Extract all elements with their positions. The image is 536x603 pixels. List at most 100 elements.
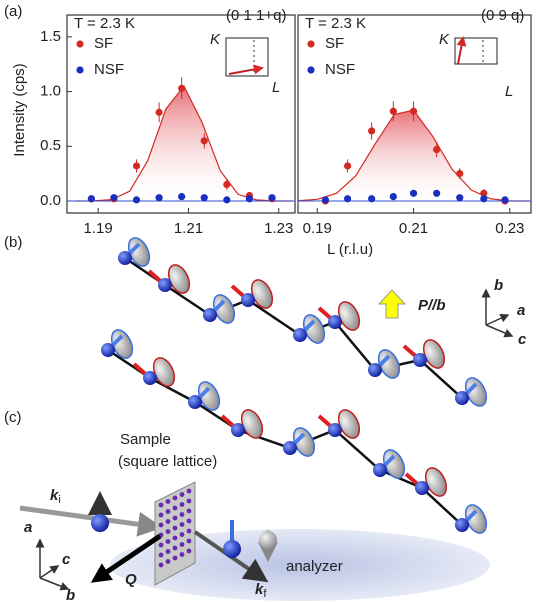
lattice-site (165, 559, 171, 564)
legend-marker (76, 66, 84, 74)
polarization-arrow (377, 289, 407, 319)
spin (91, 514, 109, 532)
point (321, 196, 330, 204)
axis-label: c (518, 331, 527, 348)
legend-label: NSF (325, 61, 355, 78)
atom (231, 423, 245, 437)
inset-label: (0 9 q) (481, 7, 524, 24)
lattice-site (179, 532, 185, 537)
axis-label: b (66, 587, 75, 603)
axes-b (481, 288, 514, 338)
lattice-site (172, 535, 178, 541)
point (368, 195, 376, 203)
point (409, 107, 418, 115)
atom (283, 441, 297, 455)
point (110, 194, 118, 202)
inset-axis: L (272, 79, 280, 96)
atom (328, 315, 342, 329)
legend-marker (307, 40, 315, 48)
point (456, 194, 464, 202)
atom (373, 463, 387, 477)
lattice-site (179, 502, 185, 507)
kf-sub: f (263, 588, 267, 600)
lattice-site (165, 519, 171, 524)
lattice-site (158, 522, 164, 528)
legend-marker (307, 66, 315, 74)
point (200, 194, 208, 202)
q-vector (90, 533, 162, 583)
axes-c (35, 538, 70, 591)
axis-label: a (24, 519, 32, 536)
lattice-site (165, 539, 171, 544)
lattice-site (158, 502, 164, 508)
lattice-site (179, 492, 185, 497)
inset-axis: L (505, 83, 513, 100)
lattice-site (179, 512, 185, 517)
ki-sub: i (58, 494, 60, 506)
lattice-site (165, 499, 171, 504)
ki: k (50, 487, 59, 504)
legend-label: SF (94, 35, 113, 52)
moment-cone (152, 357, 176, 387)
x-tick-label: 0.19 (303, 220, 332, 237)
legend-marker (76, 40, 84, 48)
y-tick-label: 0.5 (40, 137, 61, 154)
lattice-site (179, 542, 185, 547)
atom (241, 293, 255, 307)
lattice-site (172, 525, 178, 531)
point (480, 189, 488, 197)
ki-label: ki (50, 487, 61, 506)
moment-cone (250, 279, 274, 309)
lattice-site (186, 488, 192, 494)
inset-arrow (456, 36, 467, 65)
moment-cone (240, 409, 264, 439)
atom (368, 363, 382, 377)
plot-frame (297, 14, 532, 214)
kf: k (255, 581, 264, 598)
spin (223, 540, 241, 558)
point (132, 162, 141, 170)
point (87, 195, 95, 203)
lattice-site (172, 545, 178, 551)
moment-cone (337, 409, 361, 439)
fit-area (75, 86, 293, 201)
inset-arrow (228, 64, 264, 75)
spin (259, 531, 277, 549)
atom (455, 391, 469, 405)
sample-label: (square lattice) (118, 453, 217, 470)
panel-label: (c) (4, 409, 22, 426)
lattice-site (158, 542, 164, 548)
atom (415, 481, 429, 495)
axis-label: c (62, 551, 71, 568)
point (268, 194, 276, 202)
panel-a: 1.19 1.21 1.23 0.0 0.5 1.0 1.5 (a) Intensity (cp… (4, 3, 532, 258)
axis-label: b (494, 277, 503, 294)
annotation: T = 2.3 K (74, 15, 135, 32)
point (223, 196, 231, 204)
panel-b: (b) P//b b a c (4, 234, 527, 534)
lattice-site (186, 518, 192, 524)
point (368, 127, 376, 135)
lattice-site (165, 509, 171, 514)
spin-chains (101, 237, 488, 534)
point (343, 162, 352, 170)
sample (154, 481, 196, 586)
x-axis-label: L (r.l.u) (327, 241, 373, 258)
point (132, 196, 141, 204)
point (223, 180, 231, 189)
plot-frame (66, 14, 296, 214)
point (155, 108, 163, 116)
annotation: T = 2.3 K (305, 15, 366, 32)
axis-label: a (517, 302, 525, 319)
panel-label: (a) (4, 3, 22, 20)
point (389, 107, 397, 115)
lattice-site (186, 538, 192, 544)
incident-beam (19, 505, 163, 537)
point (433, 189, 441, 197)
polarization-label: P//b (418, 297, 446, 314)
y-tick-label: 1.5 (40, 28, 61, 45)
atom (188, 395, 202, 409)
lattice-site (172, 555, 178, 561)
atom (203, 308, 217, 322)
